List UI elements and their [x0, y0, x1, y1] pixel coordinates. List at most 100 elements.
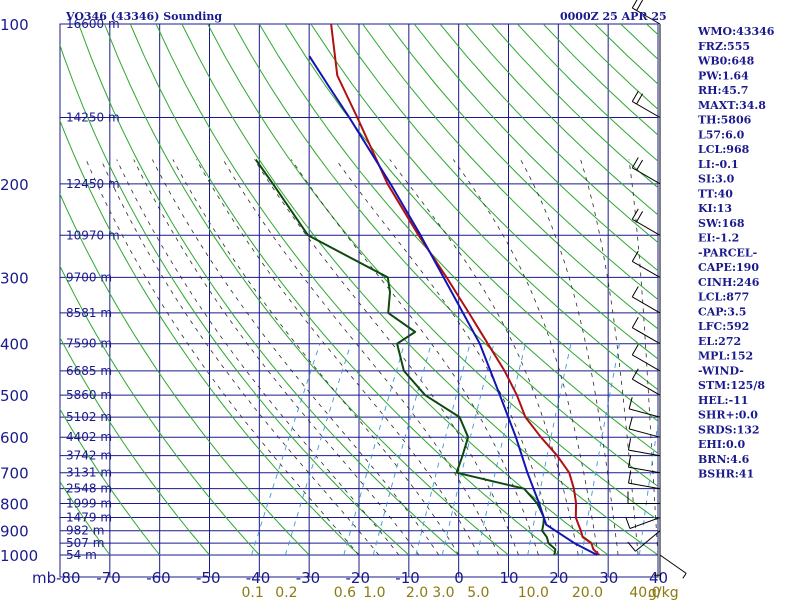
pressure-label: 1000: [0, 547, 38, 565]
pressure-label: 700: [0, 465, 29, 483]
temperature-tick-label: 40: [649, 569, 668, 587]
mixing-ratio-label: 0.1: [242, 585, 264, 600]
index-entry: MPL:152: [698, 350, 753, 363]
temperature-tick-label: -80: [56, 569, 81, 587]
index-entry: SW:168: [698, 217, 745, 230]
dewpoint-profile: [254, 158, 557, 556]
height-label: 1999 m: [66, 497, 112, 511]
dry-adiabat: [60, 480, 111, 556]
index-entry: STM:125/8: [698, 379, 765, 392]
dry-adiabat: [155, 24, 609, 556]
wind-barb: [631, 90, 661, 118]
index-entry: EL:272: [698, 335, 741, 348]
mixing-ratio-label: 5.0: [467, 585, 489, 600]
moist-adiabat: [85, 159, 360, 556]
index-entry: TH:5806: [698, 114, 752, 127]
dry-adiabat: [258, 24, 658, 454]
pressure-label: 400: [0, 336, 29, 354]
wind-barb: [631, 317, 661, 345]
pressure-unit-label: mb: [32, 569, 56, 587]
index-entry: BRN:4.6: [698, 453, 750, 466]
temperature-tick-label: 20: [549, 569, 568, 587]
dry-adiabat: [60, 408, 161, 556]
temperature-tick-label: -10: [395, 569, 420, 587]
height-label: 5860 m: [66, 388, 112, 402]
index-entry: BSHR:41: [698, 468, 754, 481]
height-label: 8581 m: [66, 306, 112, 320]
wind-barb: [631, 368, 661, 396]
wind-barb: [631, 286, 661, 314]
sounding-time: 0000Z 25 APR 25: [560, 10, 667, 23]
moist-adiabat: [151, 159, 440, 556]
parcel-profile: [308, 55, 598, 556]
wind-barb: [625, 517, 661, 529]
index-entry: SI:3.0: [698, 173, 735, 186]
index-entry: -PARCEL-: [698, 246, 757, 259]
height-label: 16600 m: [66, 17, 120, 31]
index-entry: -WIND-: [698, 364, 744, 377]
index-entry: EI:-1.2: [698, 232, 739, 245]
height-label: 14250 m: [66, 111, 120, 125]
mixing-ratio-line: [415, 343, 471, 556]
pressure-label: 300: [0, 269, 29, 287]
height-label: 982 m: [66, 524, 104, 538]
mixing-ratio-label: 2.0: [406, 585, 428, 600]
index-entry: TT:40: [698, 187, 733, 200]
temperature-profile: [330, 24, 600, 556]
mixing-ratio-unit-label: g/kg: [648, 585, 679, 600]
wind-barb: [631, 344, 661, 372]
height-label: 3131 m: [66, 466, 112, 480]
wind-barb: [628, 471, 661, 490]
sounding-profiles: [254, 24, 600, 556]
height-label: 12450 m: [66, 177, 120, 191]
moist-adiabat: [195, 159, 479, 556]
pressure-label: 600: [0, 429, 29, 447]
mixing-ratio-label: 20.0: [572, 585, 603, 600]
moist-adiabat: [172, 159, 460, 556]
dry-adiabat: [60, 264, 260, 556]
height-label: 3742 m: [66, 449, 112, 463]
index-entry: CAP:3.5: [698, 305, 746, 318]
temperature-tick-label: -60: [146, 569, 171, 587]
index-entry: KI:13: [698, 202, 732, 215]
mixing-ratio-line: [527, 343, 572, 556]
moist-adiabat: [253, 159, 519, 556]
pressure-label: 500: [0, 387, 29, 405]
dry-adiabat: [413, 24, 658, 272]
temperature-tick-label: 0: [454, 569, 464, 587]
dry-adiabat: [78, 24, 460, 556]
wind-barb: [627, 491, 660, 504]
wind-barb: [628, 438, 661, 457]
mixing-ratio-line: [581, 343, 620, 556]
dry-adiabat: [310, 24, 658, 391]
index-entry: FRZ:555: [698, 40, 750, 53]
dry-adiabat: [181, 24, 658, 556]
index-entry: WB0:648: [697, 55, 755, 68]
temperature-tick-label: 30: [599, 569, 618, 587]
index-entry: L57:6.0: [698, 128, 745, 141]
height-label: 7590 m: [66, 337, 112, 351]
wind-barb: [627, 530, 661, 552]
wind-barb-column: [625, 0, 687, 580]
moist-adiabat: [335, 159, 559, 556]
wind-barb: [631, 250, 661, 278]
dry-adiabat: [60, 119, 360, 556]
mixing-ratio-label: 10.0: [518, 585, 549, 600]
height-label: 10970 m: [66, 228, 120, 242]
wind-barb: [631, 208, 661, 236]
plot-frame: [59, 23, 659, 578]
temperature-tick-label: -50: [196, 569, 221, 587]
height-label: 9700 m: [66, 270, 112, 284]
temperature-tick-label: -70: [96, 569, 121, 587]
index-entry: WMO:43346: [697, 25, 775, 38]
index-entry: SHR+:0.0: [698, 409, 758, 422]
dry-adiabat: [336, 24, 658, 360]
dry-adiabat: [207, 24, 658, 521]
wind-barb: [654, 543, 661, 576]
height-label: 54 m: [66, 548, 97, 562]
dry-adiabat: [233, 24, 658, 487]
dry-adiabat: [362, 24, 658, 330]
